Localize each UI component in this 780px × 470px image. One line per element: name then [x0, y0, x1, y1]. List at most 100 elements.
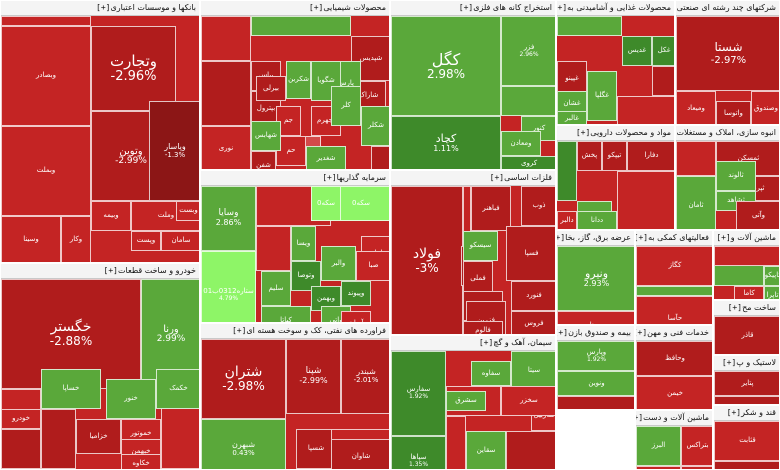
stock-tile[interactable]: ویسا — [291, 226, 316, 261]
unlabeled-stock-tile[interactable] — [251, 16, 351, 36]
stock-tile[interactable]: وپست — [131, 231, 161, 251]
stock-tile[interactable]: دالبر — [557, 211, 577, 229]
stock-tile[interactable]: شهابس — [251, 121, 281, 151]
stock-tile[interactable]: شبهرن 0.43% — [201, 419, 286, 469]
stock-tile[interactable]: خکاوه — [121, 454, 161, 469]
stock-tile[interactable]: حم — [276, 136, 306, 166]
stock-tile[interactable]: خنور — [106, 379, 156, 419]
stock-tile[interactable]: وصندوق — [751, 91, 779, 124]
stock-tile[interactable]: سامان — [161, 231, 199, 251]
unlabeled-stock-tile[interactable] — [201, 16, 251, 61]
expand-toggle[interactable]: [+] — [103, 266, 118, 275]
expand-toggle[interactable]: [+] — [557, 328, 569, 337]
sector-header[interactable]: شرکتهای چند رشته ای صنعتی[+] — [676, 1, 779, 16]
stock-tile[interactable]: سلیم — [261, 271, 291, 306]
sector-header[interactable]: فراورده های نفتی، کک و سوخت هسته ای[+] — [201, 324, 389, 339]
unlabeled-stock-tile[interactable] — [714, 246, 779, 266]
stock-tile[interactable]: فباهنر — [471, 186, 511, 231]
stock-tile[interactable]: قثابت — [714, 421, 779, 461]
stock-tile[interactable]: فملی — [463, 261, 493, 296]
sector-header[interactable]: قند و شکر[+] — [714, 406, 779, 421]
stock-tile[interactable]: 0سکه — [311, 186, 341, 221]
stock-tile[interactable]: کلر — [331, 86, 361, 126]
expand-toggle[interactable]: [+] — [716, 233, 731, 242]
stock-tile[interactable]: قاذر — [714, 316, 779, 354]
stock-tile[interactable]: خزامیا — [76, 419, 121, 454]
stock-tile[interactable]: تاپیکو — [764, 266, 779, 286]
sector-header[interactable]: محصولات شیمیایی[+] — [201, 1, 389, 16]
stock-tile[interactable]: فزر 2.96% — [501, 16, 555, 86]
stock-tile[interactable]: شپنا -2.99% — [286, 339, 341, 414]
stock-tile[interactable]: غپینو — [557, 61, 587, 96]
unlabeled-stock-tile[interactable] — [446, 416, 466, 469]
stock-tile[interactable]: سپاها 1.35% — [391, 436, 446, 469]
stock-tile[interactable]: بتراکس — [681, 426, 712, 466]
stock-tile[interactable]: ثامان — [676, 176, 716, 229]
sector-header[interactable]: مواد و محصولات دارویی[+] — [557, 126, 674, 141]
stock-tile[interactable]: سیسکو — [463, 231, 498, 261]
expand-toggle[interactable]: [+] — [726, 408, 742, 417]
stock-tile[interactable]: خساپا — [41, 369, 101, 409]
stock-tile[interactable]: وسینا — [1, 216, 61, 262]
stock-tile[interactable]: وکار — [61, 216, 91, 262]
stock-tile[interactable]: سفاوه — [471, 361, 511, 386]
stock-tile[interactable]: وبملت — [1, 126, 91, 216]
stock-tile[interactable]: شاوان — [331, 439, 389, 469]
stock-tile[interactable]: ستاره0312ب01 4.79% — [201, 251, 256, 322]
stock-tile[interactable]: دفارا — [627, 141, 674, 171]
unlabeled-stock-tile[interactable] — [617, 171, 674, 229]
stock-tile[interactable]: ددانا — [577, 211, 617, 229]
stock-tile[interactable]: البرز — [636, 426, 681, 466]
stock-tile[interactable]: تاپرا — [764, 286, 779, 299]
expand-toggle[interactable]: [+] — [322, 173, 337, 182]
unlabeled-stock-tile[interactable] — [557, 141, 577, 201]
unlabeled-stock-tile[interactable] — [371, 146, 389, 169]
stock-tile[interactable]: شفن — [251, 151, 276, 169]
expand-toggle[interactable]: [+] — [308, 3, 324, 12]
stock-tile[interactable]: کاما — [734, 286, 764, 299]
stock-tile[interactable]: فروس — [511, 311, 555, 334]
sector-header[interactable]: سرمایه گذاریها[+] — [201, 171, 389, 186]
expand-toggle[interactable]: [+] — [636, 413, 644, 422]
sector-header[interactable]: ماشین آلات و دست[+] — [636, 411, 712, 426]
sector-header[interactable]: استخراج کانه های فلزی[+] — [391, 1, 555, 16]
stock-tile[interactable]: غکل — [652, 36, 674, 66]
sector-header[interactable]: انبوه سازی، املاک و مستغلات[+] — [676, 126, 779, 141]
sector-header[interactable]: بانکها و موسسات اعتباری[+] — [1, 1, 199, 16]
expand-toggle[interactable]: [+] — [96, 3, 111, 12]
stock-tile[interactable]: والبر — [321, 246, 356, 281]
stock-tile[interactable]: ونیرو 2.93% — [557, 246, 634, 311]
stock-tile[interactable]: وبیمه — [91, 201, 131, 231]
unlabeled-stock-tile[interactable] — [41, 409, 76, 469]
stock-tile[interactable]: ومپنا — [557, 311, 634, 324]
expand-toggle[interactable]: [+] — [231, 326, 247, 335]
stock-tile[interactable]: پتایر — [714, 371, 779, 396]
stock-tile[interactable]: غگلپا — [587, 71, 617, 121]
stock-tile[interactable]: سیتا — [511, 351, 555, 391]
unlabeled-stock-tile[interactable] — [617, 96, 674, 124]
sector-header[interactable]: سیمان، آهک و گچ[+] — [391, 336, 555, 351]
unlabeled-stock-tile[interactable] — [1, 429, 41, 469]
unlabeled-stock-tile[interactable] — [681, 466, 712, 469]
stock-tile[interactable]: فالوم — [463, 321, 503, 334]
sector-header[interactable]: ساخت مح[+] — [714, 301, 779, 316]
expand-toggle[interactable]: [+] — [557, 233, 566, 242]
expand-toggle[interactable]: [+] — [727, 303, 743, 312]
unlabeled-stock-tile[interactable] — [501, 86, 555, 116]
stock-tile[interactable]: وپارس 1.92% — [557, 341, 634, 371]
stock-tile[interactable]: کچاد 1.11% — [391, 116, 501, 169]
stock-tile[interactable]: ومعادن — [501, 131, 541, 156]
stock-tile[interactable]: فنورد — [511, 281, 555, 311]
stock-tile[interactable]: وسایا 2.86% — [201, 186, 256, 251]
stock-tile[interactable]: صبا — [356, 251, 389, 281]
unlabeled-stock-tile[interactable] — [256, 226, 291, 271]
unlabeled-stock-tile[interactable] — [557, 396, 634, 409]
expand-toggle[interactable]: [+] — [489, 173, 505, 182]
expand-toggle[interactable]: [+] — [636, 233, 649, 242]
unlabeled-stock-tile[interactable] — [714, 461, 779, 469]
stock-tile[interactable]: کگل 2.98% — [391, 16, 501, 116]
stock-tile[interactable]: بیرلی — [256, 76, 286, 101]
expand-toggle[interactable]: [+] — [636, 328, 648, 337]
stock-tile[interactable]: تیپکو — [602, 141, 627, 171]
stock-tile[interactable]: واتوسا — [716, 101, 751, 124]
